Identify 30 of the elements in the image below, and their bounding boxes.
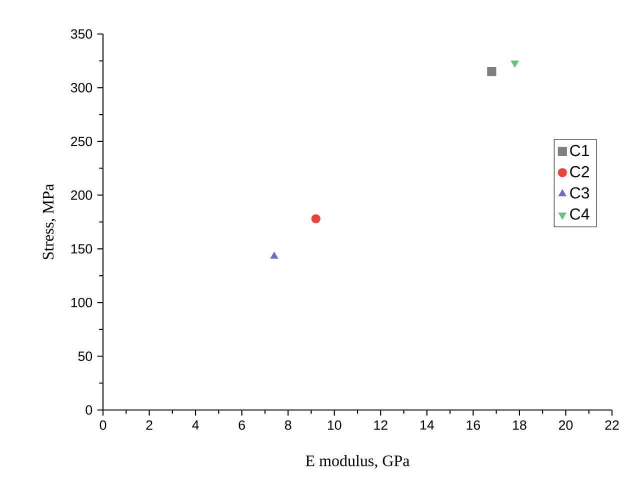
y-tick-label: 250 bbox=[71, 136, 92, 146]
x-axis-title: E modulus, GPa bbox=[306, 454, 410, 469]
x-tick-label: 18 bbox=[513, 420, 526, 430]
legend-label: C4 bbox=[570, 208, 590, 220]
x-tick-label: 2 bbox=[146, 420, 152, 430]
y-axis-title: Stress, MPa bbox=[42, 184, 56, 260]
legend-label: C1 bbox=[570, 144, 590, 156]
x-tick-label: 4 bbox=[192, 420, 199, 430]
y-tick-label: 350 bbox=[70, 29, 92, 39]
y-tick-label: 150 bbox=[71, 244, 92, 254]
x-tick-label: 20 bbox=[558, 420, 573, 430]
legend-label: C2 bbox=[570, 166, 589, 178]
x-tick-label: 8 bbox=[284, 420, 292, 430]
point bbox=[487, 67, 496, 76]
y-tick-label: 100 bbox=[71, 298, 92, 308]
x-tick-label: 6 bbox=[238, 420, 245, 430]
y-tick-label: 300 bbox=[70, 82, 92, 92]
y-tick-label: 0 bbox=[86, 405, 92, 415]
point bbox=[311, 214, 320, 224]
y-tick-label: 50 bbox=[78, 352, 92, 361]
x-tick-label: 16 bbox=[466, 420, 480, 430]
legend-label: C3 bbox=[570, 187, 590, 199]
y-tick-label: 200 bbox=[71, 190, 92, 200]
x-tick-label: 0 bbox=[100, 420, 106, 430]
x-tick-label: 14 bbox=[420, 420, 434, 430]
x-tick-label: 12 bbox=[374, 420, 388, 430]
point bbox=[270, 252, 278, 259]
x-tick-label: 10 bbox=[328, 420, 342, 430]
point bbox=[510, 60, 519, 68]
x-tick-label: 22 bbox=[605, 420, 619, 430]
